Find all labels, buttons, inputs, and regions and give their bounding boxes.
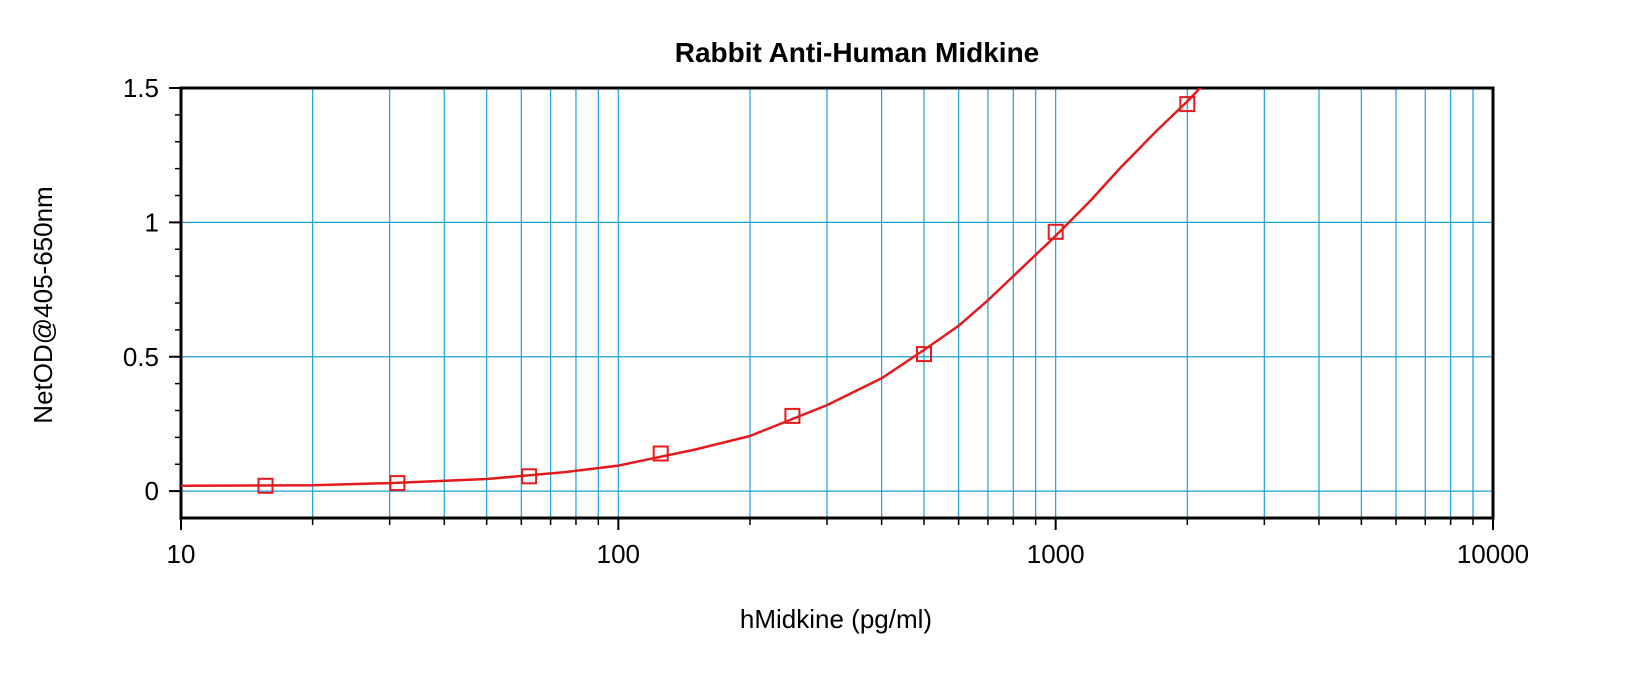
plot-border	[179, 86, 1495, 520]
y-tick-label: 0	[145, 476, 159, 506]
data-point	[1047, 223, 1064, 240]
x-axis-label: hMidkine (pg/ml)	[740, 604, 932, 634]
x-tick-label: 10000	[1457, 539, 1529, 569]
y-tick-label: 1.5	[123, 73, 159, 103]
x-tick-label: 10	[167, 539, 196, 569]
data-point	[521, 468, 538, 485]
data-point	[1179, 96, 1196, 113]
y-axis-label: NetOD@405-650nm	[28, 186, 58, 423]
chart-title: Rabbit Anti-Human Midkine	[675, 37, 1040, 68]
fit-curve-layer	[181, 88, 1202, 488]
y-tick-label: 1	[145, 207, 159, 237]
fit-curve	[181, 88, 1202, 488]
data-point	[916, 346, 932, 363]
y-tick-label: 0.5	[123, 342, 159, 372]
axis-ticks	[169, 87, 1494, 530]
x-tick-label: 100	[597, 539, 640, 569]
plot-frame	[179, 86, 1495, 520]
tick-labels: 10 100 1000 10000 0 0.5 1 1.5	[123, 73, 1529, 569]
data-points	[257, 96, 1196, 494]
grid-lines	[180, 87, 1494, 518]
data-point	[257, 477, 274, 494]
data-point	[784, 407, 801, 424]
data-point	[652, 445, 669, 462]
data-point	[389, 475, 406, 492]
x-tick-label: 1000	[1027, 539, 1085, 569]
